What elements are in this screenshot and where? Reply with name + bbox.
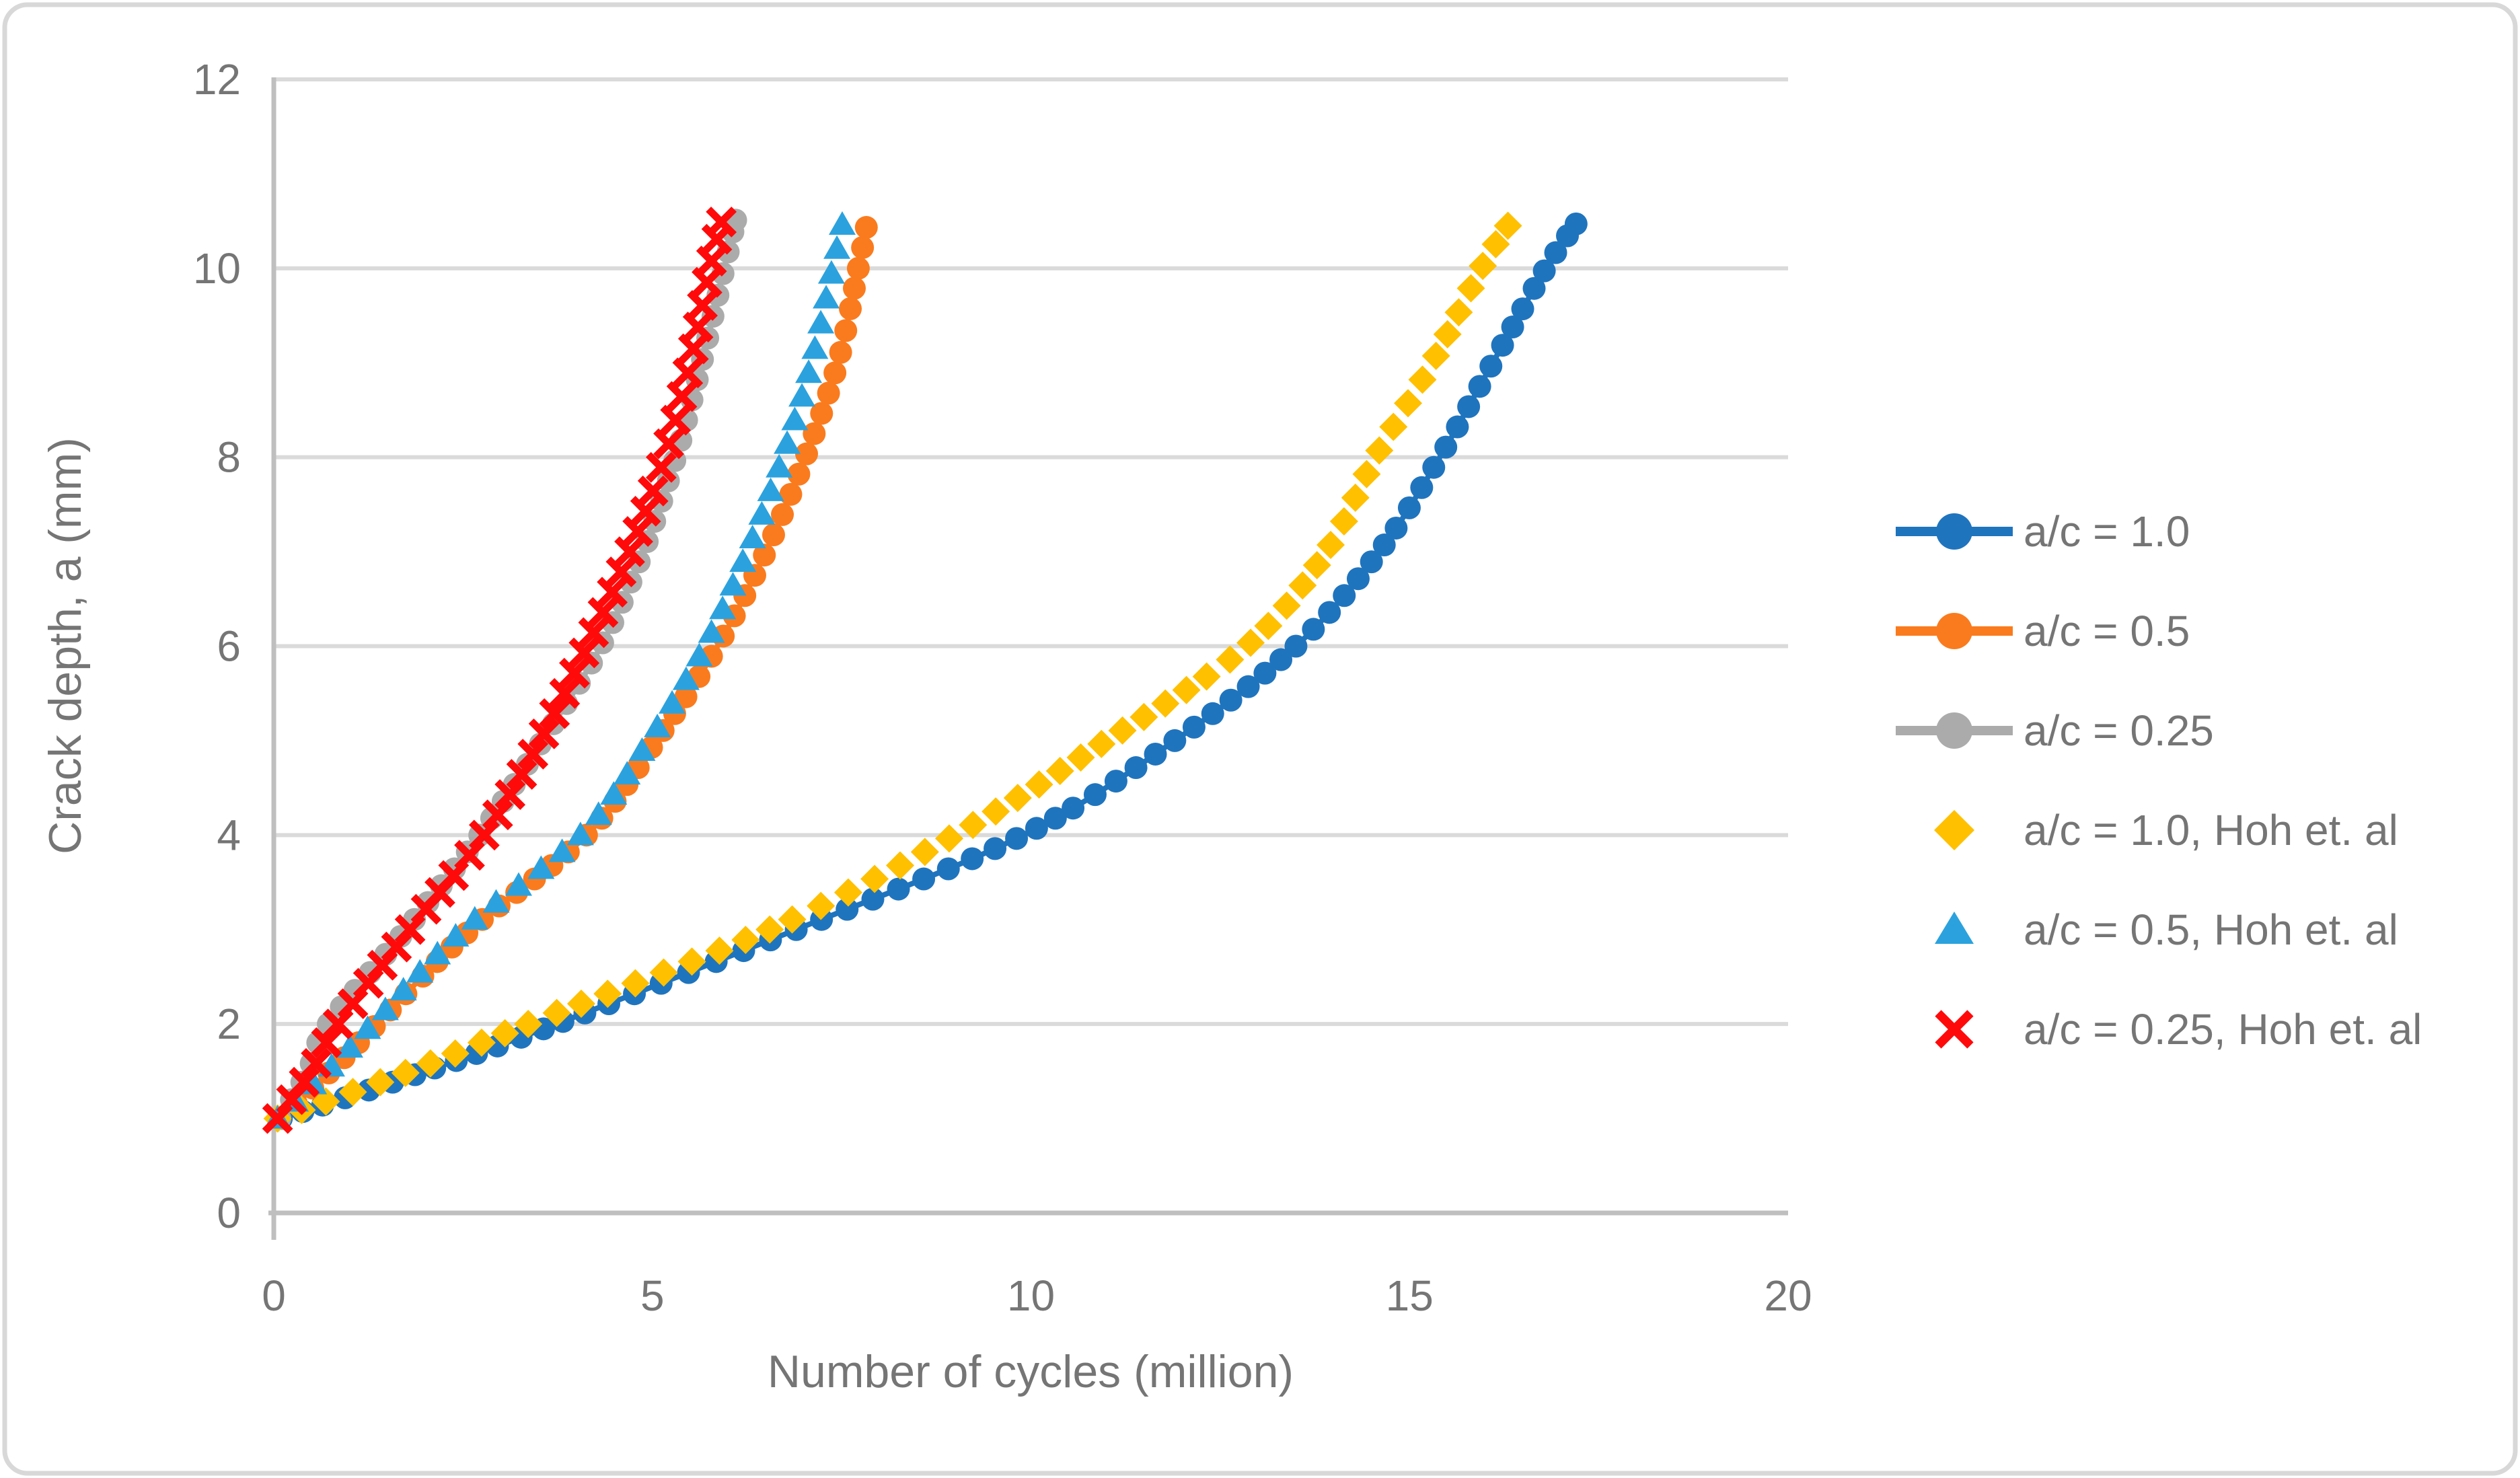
x-axis-tick-labels: 0 5 10 15 20 [262, 1271, 1812, 1320]
y-axis-title: Crack depth, a (mm) [40, 437, 91, 854]
x-tick-label-5: 5 [640, 1271, 665, 1320]
series-markers-a-c-1.0-hoh-et.-al [263, 211, 1522, 1133]
legend-label-a-c-0.5: a/c = 0.5 [2024, 607, 2190, 655]
legend-item-a-c-1.0: a/c = 1.0 [1896, 507, 2190, 556]
legend-item-a-c-1.0-hoh-et.-al: a/c = 1.0, Hoh et. al [1934, 806, 2398, 854]
y-tick-label-8: 8 [217, 433, 241, 482]
x-tick-label-0: 0 [262, 1271, 286, 1320]
series-markers-a-c-0.25-hoh-et.-al [262, 207, 737, 1134]
x-tick-label-10: 10 [1007, 1271, 1055, 1320]
y-tick-label-2: 2 [217, 1000, 241, 1048]
x-tick-label-15: 15 [1386, 1271, 1434, 1320]
y-tick-label-6: 6 [217, 622, 241, 671]
legend-item-a-c-0.5: a/c = 0.5 [1896, 607, 2190, 655]
legend-item-a-c-0.25-hoh-et.-al: a/c = 0.25, Hoh et. al [1935, 1005, 2422, 1054]
legend-label-a-c-1.0: a/c = 1.0 [2024, 507, 2190, 556]
x-axis-title: Number of cycles (million) [768, 1346, 1294, 1397]
legend-label-a-c-0.25-hoh-et.-al: a/c = 0.25, Hoh et. al [2024, 1005, 2422, 1054]
legend-label-a-c-0.25: a/c = 0.25 [2024, 706, 2214, 755]
legend-label-a-c-1.0-hoh-et.-al: a/c = 1.0, Hoh et. al [2024, 806, 2398, 854]
legend: a/c = 1.0 a/c = 0.5 a/c = 0.25 a/c = 1.0, H… [1896, 507, 2422, 1054]
legend-label-a-c-0.5-hoh-et.-al: a/c = 0.5, Hoh et. al [2024, 906, 2398, 954]
y-tick-label-4: 4 [217, 811, 241, 859]
y-tick-label-12: 12 [193, 55, 241, 104]
series-a-c-0.25-hoh-et.-al [262, 207, 737, 1134]
data-series-layer [262, 207, 1588, 1134]
series-a-c-1.0-hoh-et.-al [263, 211, 1522, 1133]
x-tick-label-20: 20 [1764, 1271, 1812, 1320]
y-tick-label-0: 0 [217, 1189, 241, 1237]
legend-item-a-c-0.25: a/c = 0.25 [1896, 706, 2214, 755]
y-tick-label-10: 10 [193, 244, 241, 293]
y-axis-tick-labels: 0 2 4 6 8 10 12 [193, 55, 241, 1237]
legend-item-a-c-0.5-hoh-et.-al: a/c = 0.5, Hoh et. al [1935, 906, 2398, 954]
axes [268, 77, 1788, 1240]
